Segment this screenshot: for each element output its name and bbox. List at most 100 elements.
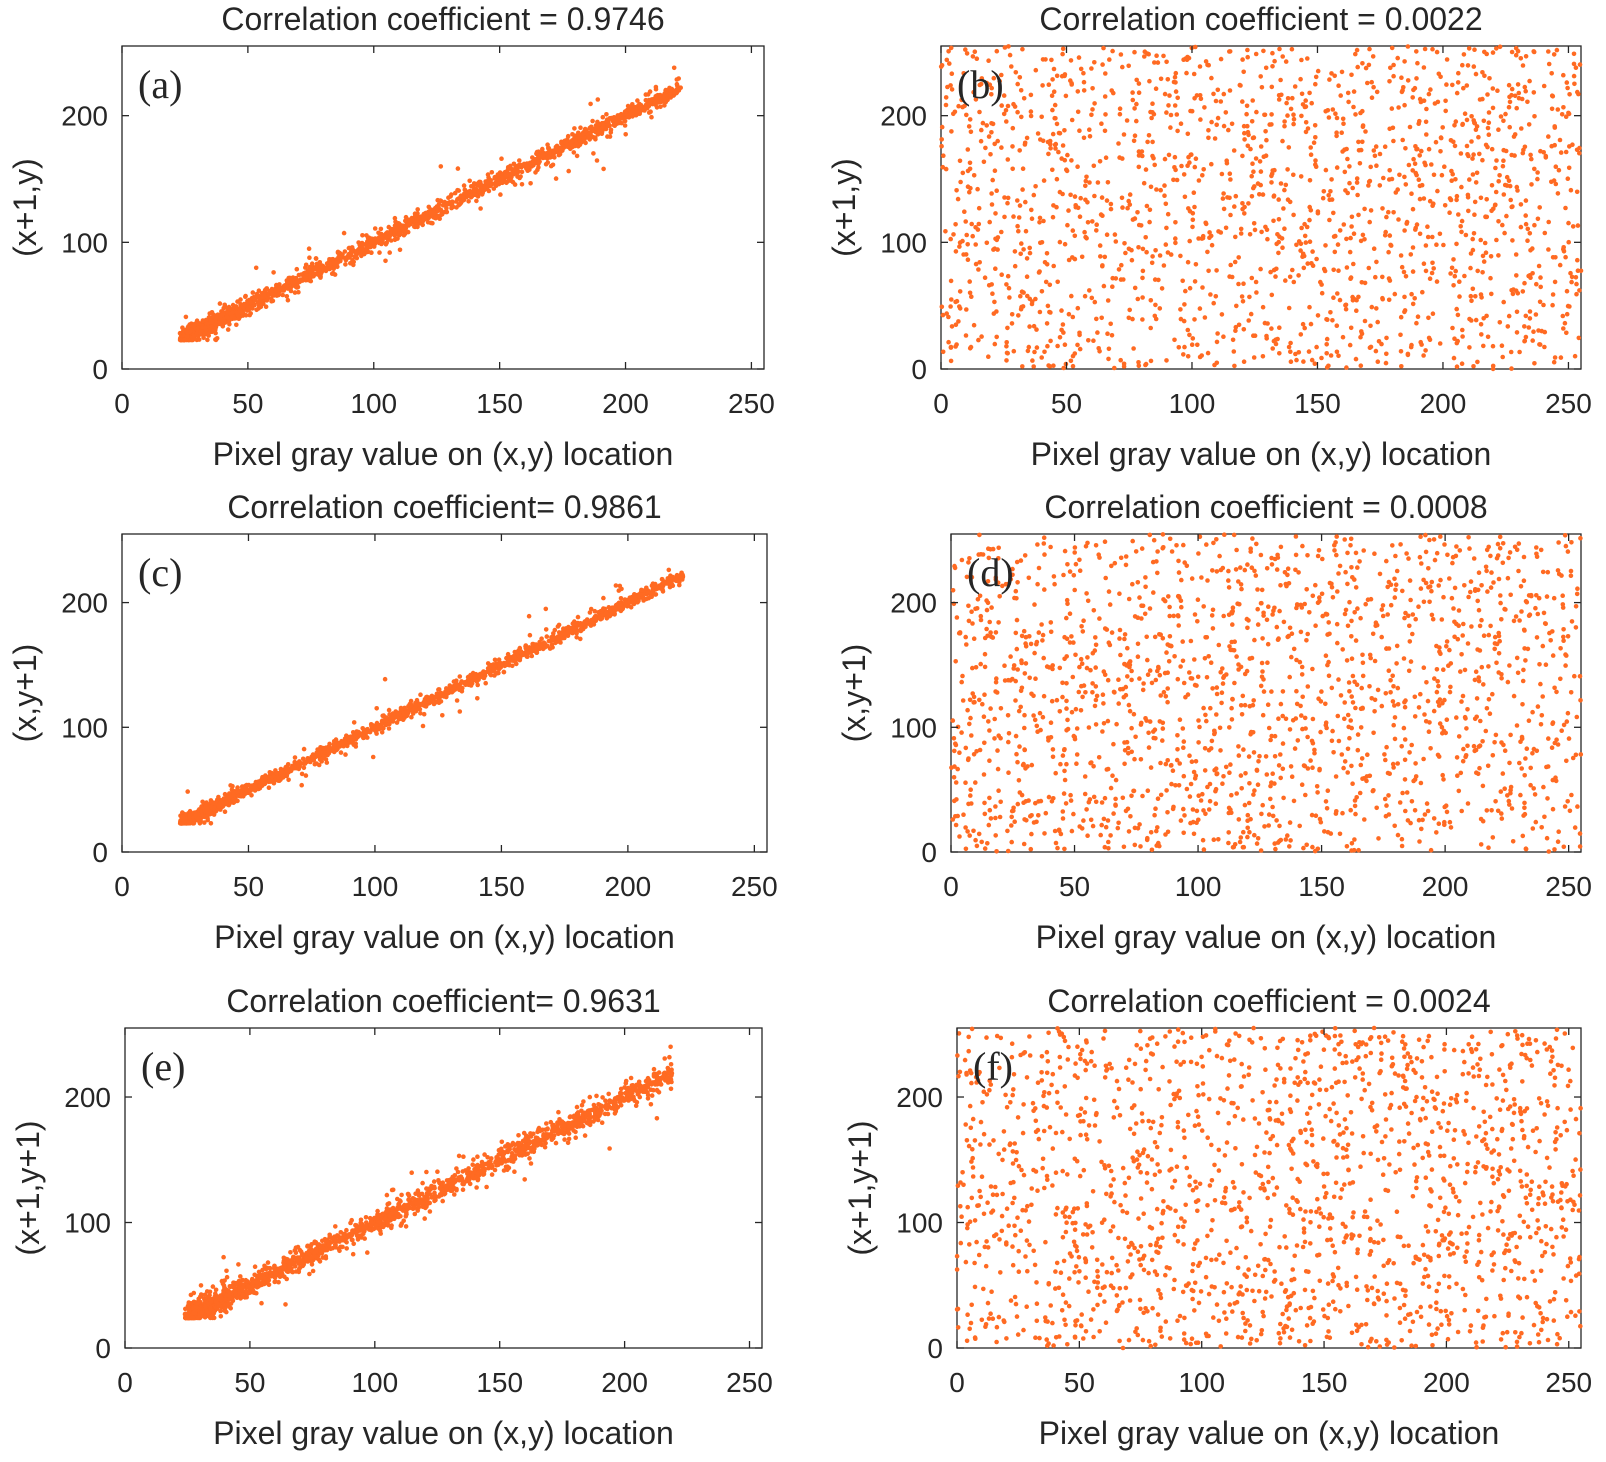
data-point bbox=[1095, 180, 1101, 185]
data-point bbox=[1307, 239, 1313, 244]
data-point bbox=[967, 117, 973, 122]
data-point bbox=[296, 289, 301, 295]
data-point bbox=[1126, 63, 1131, 69]
data-point bbox=[1298, 76, 1303, 82]
data-point bbox=[1075, 305, 1081, 311]
data-point bbox=[1506, 178, 1512, 183]
data-point bbox=[1134, 77, 1139, 83]
data-point bbox=[1075, 89, 1081, 94]
data-point bbox=[1158, 187, 1163, 193]
data-point bbox=[1525, 99, 1530, 105]
data-point bbox=[1567, 92, 1572, 97]
data-point bbox=[1563, 254, 1568, 260]
data-point bbox=[185, 789, 190, 794]
data-point bbox=[628, 111, 633, 116]
data-point bbox=[1226, 127, 1231, 133]
data-point bbox=[1305, 126, 1311, 131]
data-point bbox=[1119, 262, 1124, 268]
data-point bbox=[1249, 194, 1255, 199]
data-point bbox=[1119, 195, 1125, 201]
data-point bbox=[1460, 121, 1465, 127]
data-point bbox=[1551, 178, 1557, 183]
data-point bbox=[1538, 284, 1543, 290]
data-point bbox=[1100, 62, 1105, 67]
data-point bbox=[1113, 239, 1119, 244]
data-point bbox=[1469, 114, 1474, 119]
data-point bbox=[1417, 96, 1423, 102]
y-tick-label: 100 bbox=[880, 227, 927, 258]
data-point bbox=[519, 169, 525, 175]
data-point bbox=[256, 288, 262, 294]
data-point bbox=[946, 339, 951, 345]
data-point bbox=[992, 246, 997, 251]
data-point bbox=[1198, 117, 1203, 122]
data-point bbox=[1470, 286, 1476, 292]
axes-frame bbox=[940, 45, 1582, 370]
data-point bbox=[377, 250, 382, 255]
data-point bbox=[1427, 276, 1433, 282]
data-point bbox=[1020, 46, 1025, 52]
data-point bbox=[1538, 275, 1543, 280]
data-point bbox=[1312, 123, 1318, 128]
data-point bbox=[1202, 105, 1207, 110]
data-point bbox=[1075, 164, 1080, 169]
data-point bbox=[1152, 162, 1157, 168]
data-point bbox=[960, 170, 966, 176]
data-point bbox=[1574, 147, 1580, 153]
data-point bbox=[1277, 46, 1282, 52]
data-point bbox=[1474, 170, 1480, 176]
data-point bbox=[1308, 145, 1313, 150]
data-point bbox=[1559, 112, 1565, 117]
data-point bbox=[1374, 163, 1379, 168]
data-point bbox=[1415, 60, 1420, 66]
data-point bbox=[1081, 135, 1087, 141]
data-point bbox=[222, 319, 227, 325]
data-point bbox=[1153, 248, 1158, 253]
data-point bbox=[1183, 288, 1188, 294]
data-point bbox=[1150, 139, 1155, 145]
data-point bbox=[1340, 116, 1346, 122]
data-point bbox=[1541, 150, 1546, 155]
data-point bbox=[1458, 151, 1464, 156]
data-point bbox=[1449, 178, 1454, 183]
data-point bbox=[1489, 146, 1495, 152]
data-point bbox=[1227, 88, 1233, 93]
data-point bbox=[1187, 160, 1192, 165]
data-point bbox=[1417, 183, 1423, 189]
data-point bbox=[519, 182, 525, 187]
data-point bbox=[966, 124, 972, 129]
data-point bbox=[1481, 259, 1487, 264]
data-point bbox=[1178, 121, 1184, 126]
data-point bbox=[1146, 133, 1152, 138]
data-point bbox=[1190, 217, 1196, 223]
data-point bbox=[634, 109, 639, 115]
data-point bbox=[1344, 265, 1350, 270]
data-point bbox=[338, 750, 344, 755]
data-point bbox=[1437, 231, 1443, 237]
data-point bbox=[971, 322, 977, 328]
data-point bbox=[1270, 346, 1275, 351]
data-point bbox=[1342, 147, 1347, 152]
data-point bbox=[1373, 144, 1379, 149]
data-point bbox=[1335, 242, 1341, 247]
data-point bbox=[1083, 178, 1089, 184]
data-point bbox=[202, 820, 207, 825]
data-point bbox=[1049, 93, 1055, 98]
data-point bbox=[1368, 164, 1373, 170]
data-point bbox=[1474, 124, 1480, 129]
data-point bbox=[1017, 148, 1022, 153]
data-point bbox=[1085, 220, 1091, 225]
data-point bbox=[1025, 348, 1031, 354]
data-point bbox=[1455, 312, 1461, 318]
data-point bbox=[1004, 340, 1009, 345]
data-point bbox=[301, 765, 307, 771]
data-point bbox=[1564, 311, 1570, 317]
data-point bbox=[999, 229, 1004, 235]
data-point bbox=[1354, 180, 1360, 185]
data-point bbox=[1024, 274, 1030, 280]
data-point bbox=[1330, 107, 1336, 112]
data-point bbox=[1330, 318, 1335, 323]
data-point bbox=[1280, 54, 1285, 59]
data-point bbox=[551, 153, 556, 159]
data-point bbox=[1566, 165, 1572, 171]
